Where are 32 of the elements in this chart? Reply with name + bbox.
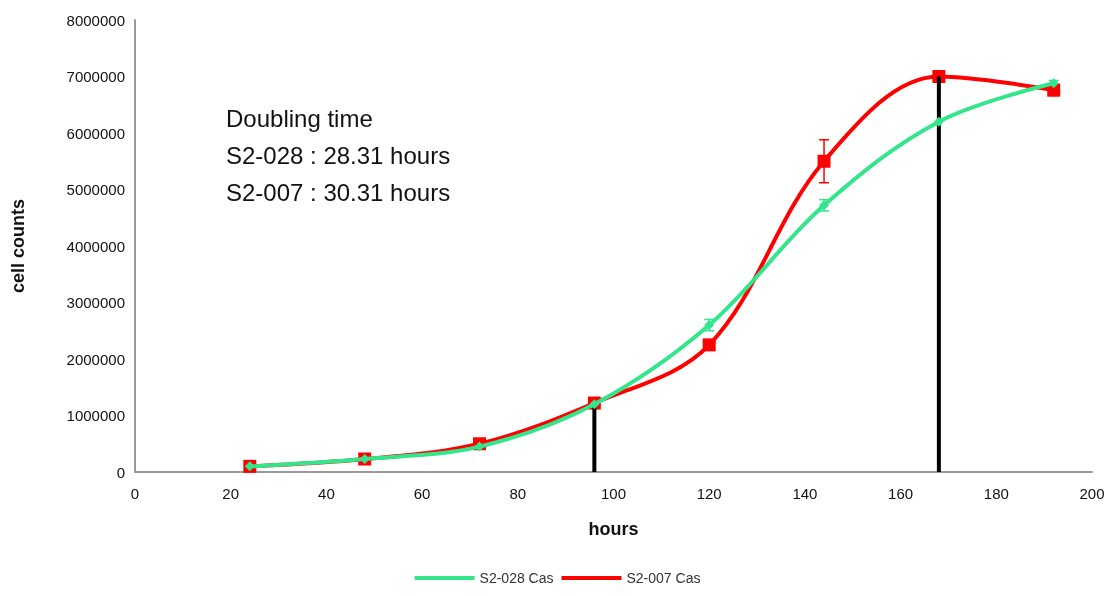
point — [1048, 78, 1059, 89]
x-tick-label: 160 — [888, 485, 914, 502]
y-tick-label: 6000000 — [66, 124, 125, 142]
x-tick-label: 200 — [1079, 485, 1105, 502]
annotation: S2-028 : 28.31 hours — [226, 141, 451, 169]
legend-label: S2-007 Cas — [626, 570, 701, 586]
x-tick-label: 80 — [509, 485, 527, 502]
y-tick-label: 7000000 — [66, 68, 125, 85]
x-tick-label: 40 — [318, 485, 335, 502]
annotation: Doubling time — [226, 104, 373, 132]
x-tick-label: 20 — [222, 485, 240, 502]
y-tick-label: 2000000 — [66, 350, 125, 368]
point — [933, 116, 944, 127]
x-tick-label: 100 — [600, 485, 627, 502]
annotation: S2-007 : 30.31 hours — [226, 178, 451, 206]
x-tick-label: 60 — [413, 485, 431, 502]
x-tick-label: 0 — [130, 485, 140, 502]
y-tick-label: 1000000 — [66, 407, 125, 424]
x-tick-label: 120 — [696, 485, 722, 502]
y-tick-label: 5000000 — [66, 181, 125, 198]
legend-label: S2-028 Cas — [479, 570, 554, 586]
y-tick-label: 3000000 — [66, 294, 125, 311]
y-axis-title: cell counts — [8, 198, 28, 294]
y-tick-label: 8000000 — [66, 11, 125, 29]
x-tick-label: 180 — [983, 485, 1009, 502]
point — [474, 441, 485, 452]
y-tick-label: 0 — [116, 463, 125, 481]
x-axis-title: hours — [588, 519, 639, 539]
point — [702, 338, 716, 352]
y-tick-label: 4000000 — [66, 237, 125, 255]
point — [817, 154, 831, 168]
x-tick-label: 140 — [792, 485, 818, 502]
